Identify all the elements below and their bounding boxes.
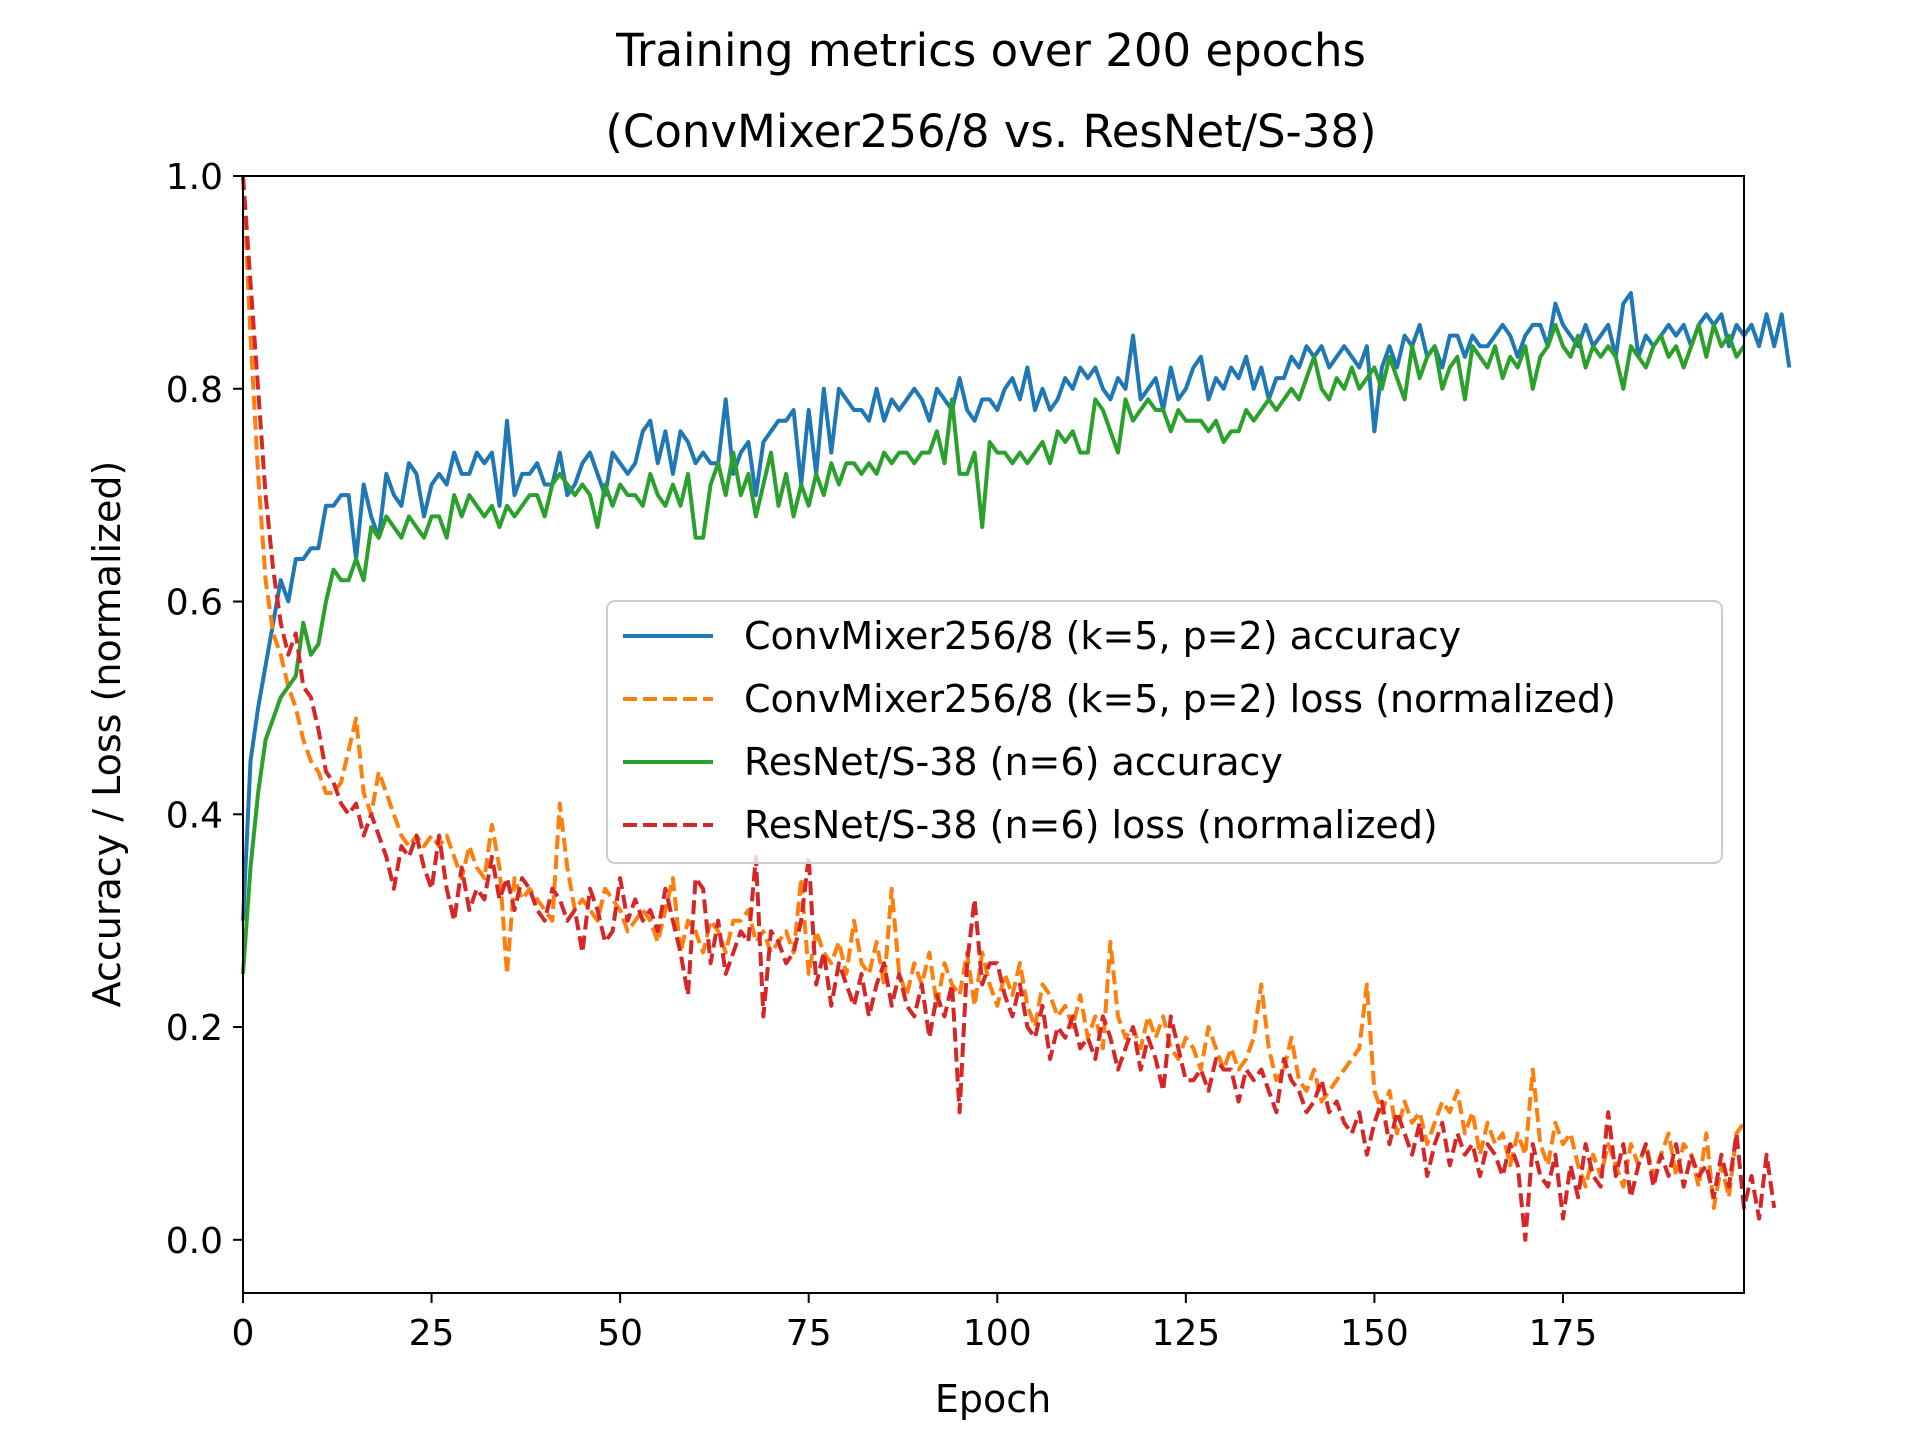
series-line-convmixer-loss [241, 175, 1746, 1210]
plot-frame [242, 175, 1745, 1294]
x-tick-label: 125 [1151, 1313, 1220, 1354]
series-line-resnet-loss [241, 175, 1777, 1242]
x-tick-label: 0 [232, 1313, 255, 1354]
x-tick-label: 100 [963, 1313, 1032, 1354]
series-layer [241, 175, 1792, 1242]
legend-box [606, 600, 1723, 864]
y-tick-label: 0.4 [166, 795, 223, 836]
y-tick-label: 0.0 [166, 1221, 223, 1262]
series-line-resnet-accuracy [241, 322, 1746, 975]
series-line-convmixer-accuracy [241, 291, 1792, 921]
legend-label-resnet-accuracy: ResNet/S-38 (n=6) accuracy [744, 740, 1283, 784]
chart-title: Training metrics over 200 epochs [615, 24, 1366, 77]
x-tick-label: 25 [409, 1313, 455, 1354]
y-tick-label: 0.8 [166, 370, 223, 411]
x-tick-label: 50 [597, 1313, 643, 1354]
x-tick-label: 150 [1340, 1313, 1409, 1354]
y-axis: 0.0 0.2 0.4 0.6 0.8 1.0 [166, 157, 243, 1262]
legend-label-convmixer-loss: ConvMixer256/8 (k=5, p=2) loss (normaliz… [744, 677, 1616, 721]
y-tick-label: 0.2 [166, 1008, 223, 1049]
legend-label-convmixer-accuracy: ConvMixer256/8 (k=5, p=2) accuracy [744, 614, 1461, 658]
x-tick-label: 175 [1529, 1313, 1598, 1354]
legend: ConvMixer256/8 (k=5, p=2) accuracy ConvM… [606, 600, 1723, 864]
legend-label-resnet-loss: ResNet/S-38 (n=6) loss (normalized) [744, 803, 1438, 847]
chart-subtitle: (ConvMixer256/8 vs. ResNet/S-38) [605, 105, 1376, 158]
x-axis-label: Epoch [935, 1377, 1051, 1421]
y-tick-label: 1.0 [166, 157, 223, 198]
x-tick-label: 75 [786, 1313, 832, 1354]
x-axis: 0 25 50 75 100 125 150 175 [232, 1293, 1598, 1354]
y-axis-label: Accuracy / Loss (normalized) [85, 461, 129, 1008]
y-tick-label: 0.6 [166, 583, 223, 624]
